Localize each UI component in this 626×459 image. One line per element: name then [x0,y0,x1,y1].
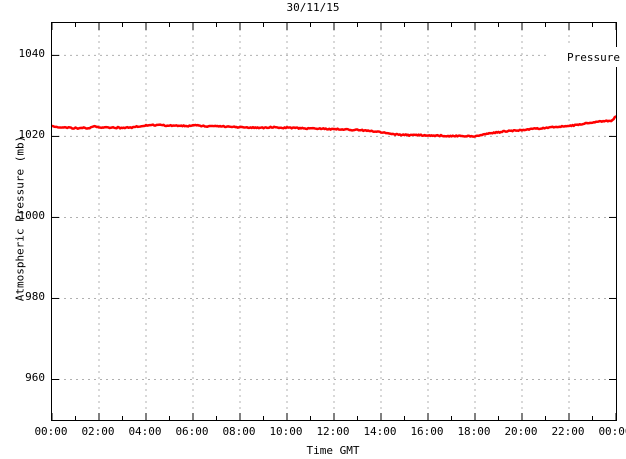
x-axis-tick-label: 00:00 [598,425,626,438]
chart-title: 30/11/15 [286,1,340,14]
x-axis-tick-label: 02:00 [81,425,115,438]
x-axis-tick-label: 08:00 [222,425,256,438]
legend: Pressure [549,47,626,67]
x-axis-tick-label: 22:00 [551,425,585,438]
y-gridlines [52,54,616,380]
plot-svg [52,23,616,420]
series-line-pressure [52,115,616,138]
y-axis-tick-label: 980 [25,290,45,304]
x-gridlines [98,23,570,420]
y-axis-tick-label: 960 [25,371,45,385]
x-axis-tick-label: 04:00 [128,425,162,438]
y-axis-tick-label: 1040 [18,47,46,61]
y-axis-tick-label: 1020 [18,128,46,142]
x-axis-tick-label: 12:00 [316,425,350,438]
y-axis-tick-labels: 960 980 1000 1020 1040 [0,0,46,459]
x-axis-tick-label: 20:00 [504,425,538,438]
x-axis-tick-label: 18:00 [457,425,491,438]
x-axis-tick-label: 10:00 [269,425,303,438]
x-axis-ticks [52,23,616,420]
x-axis-tick-label: 16:00 [410,425,444,438]
plot-area: Pressure [51,22,626,421]
y-axis-tick-label: 1000 [18,209,46,223]
x-axis-tick-label: 00:00 [34,425,68,438]
x-axis-title: Time GMT [306,444,360,457]
legend-label-pressure: Pressure [567,50,620,64]
x-axis-tick-label: 14:00 [363,425,397,438]
x-axis-tick-label: 06:00 [175,425,209,438]
